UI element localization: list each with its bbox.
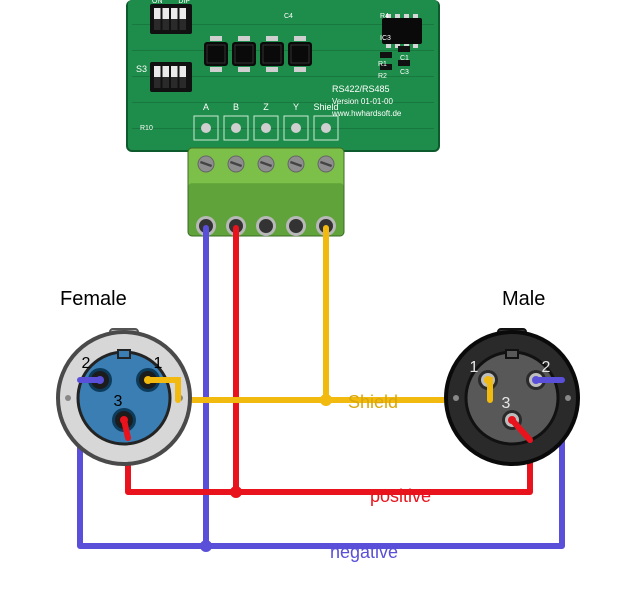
svg-text:R4: R4 [380,13,389,20]
svg-text:R10: R10 [140,125,153,132]
svg-text:Z: Z [263,102,269,112]
svg-text:IC3: IC3 [380,35,391,42]
svg-text:3: 3 [114,393,123,410]
svg-text:B: B [233,102,239,112]
svg-text:R1: R1 [378,61,387,68]
svg-text:3: 3 [502,395,511,412]
svg-text:A: A [203,102,209,112]
svg-text:1: 1 [470,359,479,376]
svg-text:C1: C1 [400,55,409,62]
svg-text:2: 2 [542,359,551,376]
negative-label: negative [330,542,398,563]
terminal-block [188,148,344,236]
svg-text:S3: S3 [136,64,147,74]
shield-label: Shield [348,392,398,413]
pcb-board: ONDIPS3ABZYShieldRS422/RS485Version 01-0… [126,0,440,152]
male-title: Male [502,288,545,311]
svg-text:Y: Y [293,102,299,112]
wire-shield [178,228,490,406]
svg-text:ON: ON [152,0,163,5]
svg-text:2: 2 [82,355,91,372]
connector-male: 1 2 3 [446,329,578,464]
svg-text:DIP: DIP [178,0,190,5]
svg-text:1: 1 [154,355,163,372]
positive-label: positive [370,486,431,507]
svg-text:Version 01-01-00: Version 01-01-00 [332,97,393,106]
svg-text:RS422/RS485: RS422/RS485 [332,84,390,94]
svg-text:C3: C3 [400,69,409,76]
female-title: Female [60,288,127,311]
svg-text:C4: C4 [284,13,293,20]
svg-text:www.hwhardsoft.de: www.hwhardsoft.de [331,109,402,118]
svg-text:R2: R2 [378,73,387,80]
connector-female: 1 2 3 [58,329,190,464]
